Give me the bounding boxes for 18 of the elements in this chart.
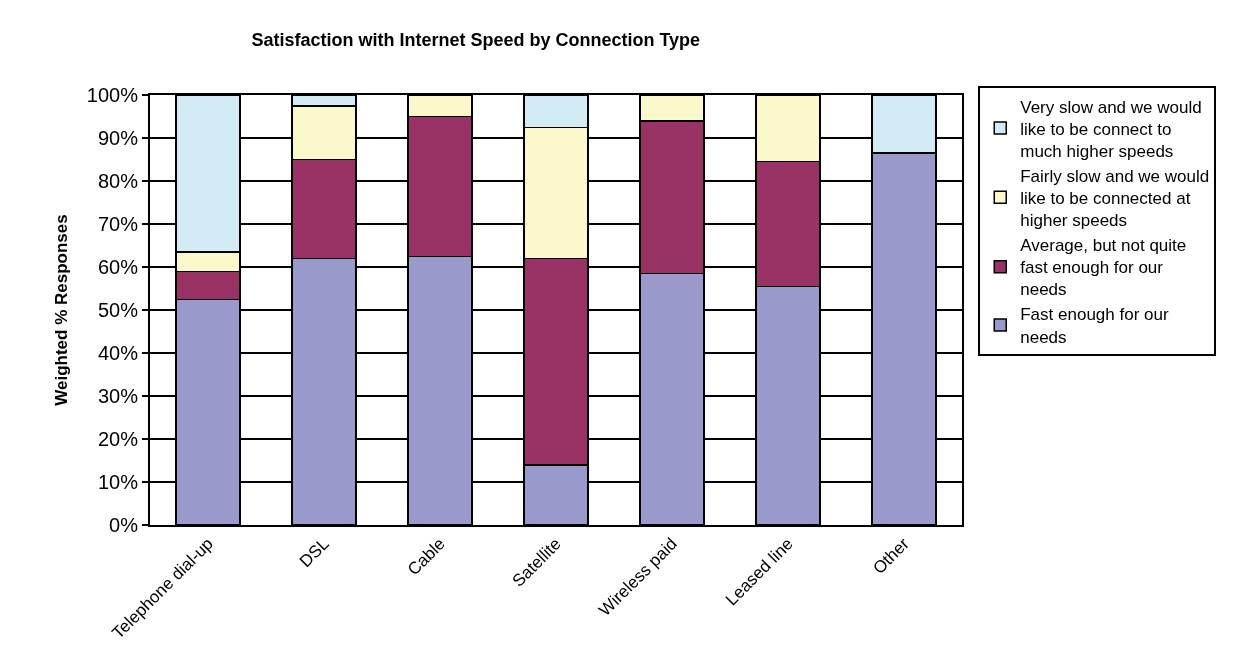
y-tick-label: 10% (97, 471, 139, 493)
y-tick-label: 30% (97, 385, 139, 407)
legend-label: Average, but not quite fast enough for our needs (1020, 236, 1187, 300)
y-axis-title: Weighted % Responses (51, 214, 71, 406)
legend-label: Fast enough for our needs (1020, 305, 1169, 347)
y-tick-label: 70% (97, 213, 139, 235)
legend-label: Fairly slow and we would like to be connected at higher speeds (1020, 166, 1210, 231)
y-tick-label: 80% (97, 170, 139, 192)
y-tick-label: 40% (97, 342, 139, 364)
chart-title: Satisfaction with Internet Speed by Connection Type (251, 30, 701, 51)
y-tick-label: 60% (97, 256, 139, 278)
y-tick-label: 50% (97, 299, 139, 321)
x-tick-label: DSL (296, 534, 333, 572)
legend-label: Very slow and we would like to be connect to much higher speeds (1020, 97, 1202, 161)
y-tick-label: 90% (97, 127, 139, 149)
y-tick-label: 100% (86, 84, 139, 106)
y-tick-label: 20% (97, 428, 139, 450)
y-tick-label: 0% (109, 514, 139, 536)
